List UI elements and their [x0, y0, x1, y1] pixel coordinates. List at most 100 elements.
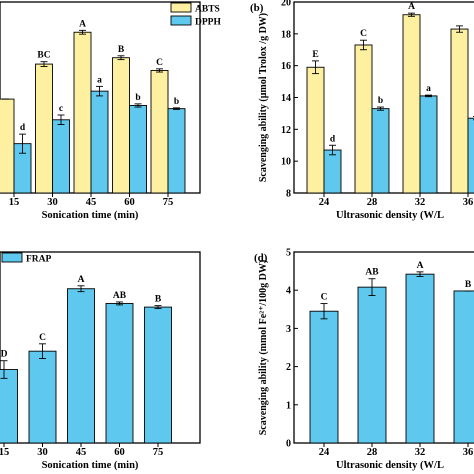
- x-tick-label: 32: [415, 197, 426, 208]
- y-tick-label: 14: [281, 93, 291, 104]
- panel-label: (b): [250, 2, 264, 14]
- significance-label: C: [360, 29, 367, 39]
- bar-frap: [357, 286, 387, 444]
- bar-abts: [306, 66, 325, 194]
- y-tick-label: 1: [286, 400, 291, 411]
- y-tick-label: 18: [281, 29, 291, 40]
- bar-frap: [405, 273, 435, 444]
- bar-dpph: [323, 149, 342, 194]
- x-axis-label: Ultrasonic density (W/L: [336, 210, 444, 221]
- significance-label: c: [59, 104, 63, 114]
- significance-label: b: [135, 93, 140, 103]
- significance-label: B: [118, 45, 125, 55]
- bar-abts: [0, 98, 15, 194]
- x-axis-label: Sonication time (min): [42, 460, 139, 471]
- significance-label: a: [426, 84, 431, 94]
- x-tick-label: 30: [37, 447, 48, 458]
- panel-b: 8 10 12 14 16 18 20 24 Ed 28 Cb 32 Aa 36 Ultrasonic de…: [250, 0, 474, 221]
- bar-dpph: [129, 105, 147, 194]
- bar-abts: [354, 44, 373, 194]
- significance-label: AB: [113, 291, 127, 301]
- significance-label: C: [39, 333, 46, 343]
- x-tick-label: 30: [47, 197, 58, 208]
- x-tick-label: 36: [463, 447, 474, 458]
- x-tick-label: 75: [163, 197, 174, 208]
- significance-label: a: [97, 75, 102, 85]
- significance-label: BC: [37, 51, 50, 61]
- y-tick-label: 0: [286, 439, 291, 450]
- x-tick-label: 15: [0, 447, 9, 458]
- panel-c: 15 D 30 C 45 A 60 AB 75 B Sonication time (min) FRA…: [0, 251, 201, 471]
- significance-label: b: [174, 97, 179, 107]
- x-tick-label: 32: [415, 447, 426, 458]
- significance-label: B: [465, 280, 472, 290]
- y-tick-label: 10: [281, 157, 291, 168]
- significance-label: C: [156, 58, 163, 68]
- bar-frap: [67, 288, 95, 444]
- bar-dpph: [90, 90, 109, 194]
- bar-frap: [144, 306, 172, 444]
- x-tick-label: 36: [463, 197, 474, 208]
- significance-label: A: [78, 275, 85, 285]
- significance-label: A: [417, 261, 424, 271]
- legend-swatch-abts: [170, 2, 192, 13]
- x-axis-label: Sonication time (min): [42, 210, 139, 221]
- bar-frap: [105, 302, 134, 444]
- significance-label: A: [408, 2, 415, 12]
- bar-abts: [450, 28, 469, 194]
- significance-label: A: [79, 19, 86, 29]
- bar-frap: [28, 350, 57, 444]
- bar-dpph: [371, 108, 390, 194]
- legend-swatch-frap: [1, 252, 23, 263]
- bar-abts: [35, 63, 53, 194]
- x-tick-label: 24: [319, 447, 330, 458]
- x-tick-label: 60: [114, 447, 125, 458]
- x-tick-label: 45: [76, 447, 87, 458]
- y-axis-label: Scavenging ability (mmol Fe²⁺/100g DW): [258, 260, 269, 436]
- bar-frap: [309, 310, 339, 444]
- y-tick-label: 2: [286, 362, 291, 373]
- bar-abts: [402, 14, 421, 194]
- y-tick-label: 16: [281, 61, 291, 72]
- significance-label: d: [330, 134, 336, 144]
- plot-frame: [0, 251, 201, 444]
- significance-label: C: [321, 293, 328, 303]
- legend-label: DPPH: [195, 18, 221, 28]
- bar-abts: [112, 57, 130, 194]
- panel-label: (d): [254, 252, 268, 264]
- plot-frame: [293, 251, 474, 444]
- y-tick-label: 3: [286, 324, 291, 335]
- bar-abts: [73, 31, 92, 194]
- panel-d: 0 1 2 3 4 5 24 C 28 AB 32 A 36 B Ultrasonic density (W…: [254, 248, 474, 471]
- y-tick-label: 5: [286, 248, 291, 259]
- legend-swatch-dpph: [170, 15, 192, 26]
- x-axis-label: Ultrasonic density (W/L: [336, 460, 444, 471]
- x-tick-label: 75: [153, 447, 164, 458]
- y-tick-label: 12: [281, 125, 291, 136]
- significance-label: b: [378, 96, 383, 106]
- significance-label: d: [20, 123, 26, 133]
- bar-dpph: [167, 108, 186, 194]
- bar-frap: [453, 290, 474, 444]
- panel-a: 15 d 30 BC c 45 Aa 60 Bb 75 Cb Sonication time (min…: [0, 1, 221, 221]
- y-tick-label: 4: [286, 286, 291, 297]
- significance-label: AB: [365, 268, 379, 278]
- y-tick-label: 8: [286, 189, 291, 200]
- x-tick-label: 24: [319, 197, 330, 208]
- y-tick-label: 20: [281, 0, 291, 9]
- bar-dpph: [52, 119, 70, 194]
- bar-dpph: [467, 117, 474, 194]
- x-tick-label: 28: [367, 447, 378, 458]
- x-tick-label: 60: [124, 197, 135, 208]
- significance-label: D: [1, 350, 8, 360]
- significance-label: B: [155, 295, 162, 305]
- x-tick-label: 15: [9, 197, 20, 208]
- legend-label: FRAP: [26, 255, 52, 265]
- significance-label: E: [312, 50, 318, 60]
- bar-abts: [150, 69, 169, 194]
- x-tick-label: 45: [86, 197, 97, 208]
- legend-label: ABTS: [195, 5, 220, 15]
- bar-frap: [0, 369, 18, 444]
- x-tick-label: 28: [367, 197, 378, 208]
